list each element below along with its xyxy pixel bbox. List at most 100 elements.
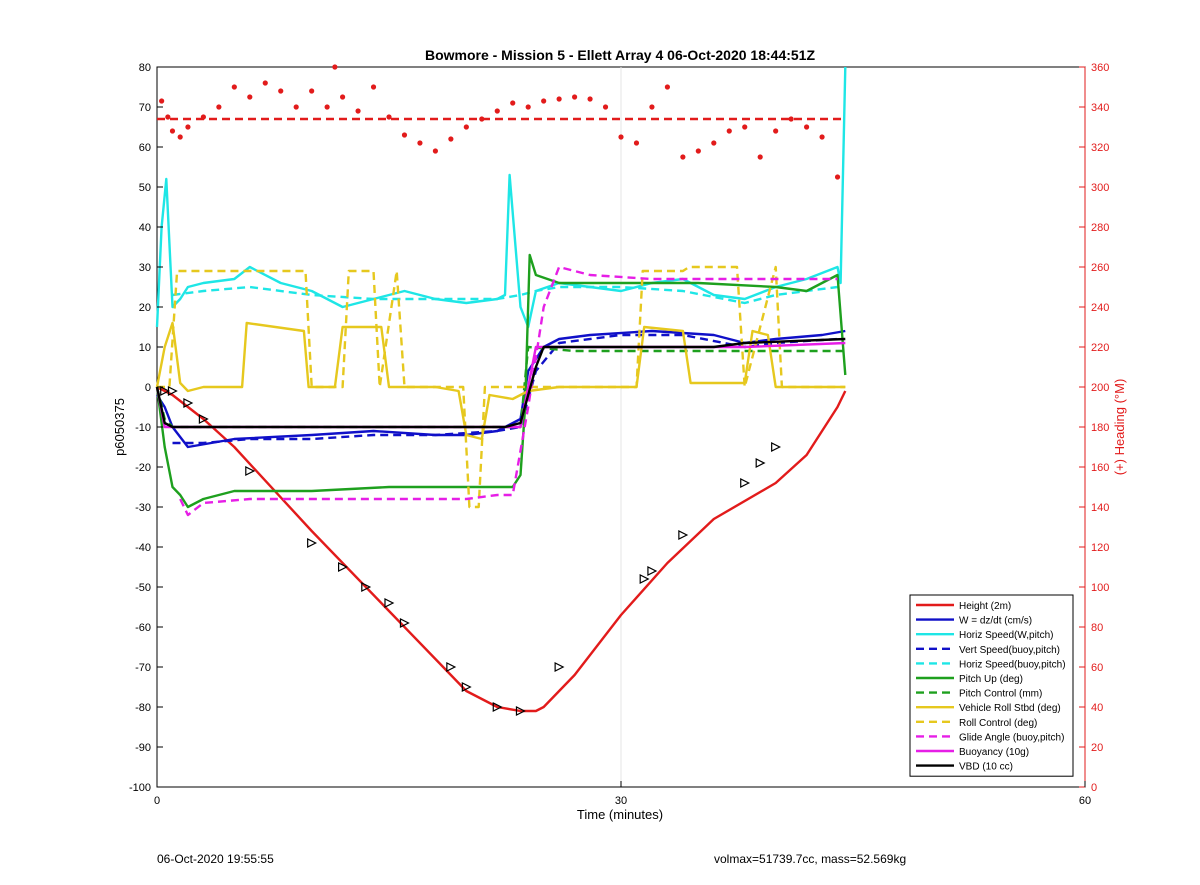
legend-label-9: Glide Angle (buoy,pitch) [959, 732, 1064, 743]
series-14-height-markers [160, 386, 782, 716]
heading-dot-25 [494, 108, 500, 114]
legend-label-10: Buoyancy (10g) [959, 747, 1029, 758]
height-marker-12 [492, 702, 503, 712]
heading-dot-31 [587, 96, 593, 102]
heading-dot-26 [510, 100, 516, 106]
heading-dot-22 [448, 136, 454, 142]
heading-dot-21 [432, 148, 438, 154]
ytick-left-label-11: 10 [139, 342, 151, 354]
series-12-heading-dots [159, 64, 841, 180]
series-3-line [172, 333, 838, 445]
height-marker-10 [446, 662, 457, 672]
ytick-right-label-16: 320 [1091, 142, 1109, 154]
heading-dot-0 [159, 98, 165, 104]
height-marker-2 [183, 398, 194, 408]
legend-label-4: Horiz Speed(buoy,pitch) [959, 659, 1066, 670]
ytick-left-label-18: 80 [139, 62, 151, 74]
xtick-label-0: 0 [154, 795, 160, 807]
xtick-label-2: 60 [1079, 795, 1091, 807]
ytick-left-label-9: -10 [135, 422, 151, 434]
heading-dot-44 [788, 116, 794, 122]
ytick-right-label-15: 300 [1091, 182, 1109, 194]
series-10-line [155, 341, 846, 429]
height-marker-1 [167, 386, 178, 396]
ytick-right-label-10: 200 [1091, 382, 1109, 394]
ytick-left-label-8: -20 [135, 462, 151, 474]
heading-dot-16 [355, 108, 361, 114]
ytick-left-label-4: -60 [135, 622, 151, 634]
heading-dot-2 [169, 128, 176, 134]
heading-dot-27 [525, 104, 531, 110]
y-axis-left-label: p6050375 [112, 398, 127, 456]
heading-dot-9 [262, 80, 268, 86]
heading-dot-33 [618, 134, 624, 140]
heading-dot-10 [278, 88, 284, 94]
heading-dot-46 [819, 134, 825, 140]
heading-dot-24 [479, 116, 485, 122]
series-7-line [155, 321, 846, 441]
ytick-right-label-7: 140 [1091, 502, 1109, 514]
ytick-left-label-1: -90 [135, 742, 151, 754]
legend-label-2: Horiz Speed(W,pitch) [959, 630, 1053, 641]
heading-dot-37 [680, 154, 686, 160]
heading-dot-14 [332, 64, 338, 70]
y-axis-right-label: (+) Heading (°M) [1112, 379, 1127, 476]
heading-dot-43 [773, 128, 779, 134]
heading-dot-35 [649, 104, 655, 110]
height-marker-17 [678, 530, 689, 540]
legend-label-5: Pitch Up (deg) [959, 674, 1023, 685]
height-marker-6 [338, 562, 348, 572]
ytick-right-label-14: 280 [1091, 222, 1109, 234]
right-axis: 0 20 40 60 80 100 120 140 160 180 200 220 240 260 280 3… [1079, 62, 1109, 794]
ytick-left-label-6: -40 [135, 542, 151, 554]
heading-dot-1 [165, 114, 171, 120]
height-marker-16 [647, 566, 658, 576]
ytick-left-label-14: 40 [139, 222, 151, 234]
ytick-left-label-7: -30 [135, 502, 151, 514]
footer-timestamp: 06-Oct-2020 19:55:55 [157, 852, 274, 866]
series-8-line [157, 265, 846, 509]
heading-dot-39 [711, 140, 717, 146]
heading-dot-6 [216, 104, 222, 110]
ytick-left-label-3: -70 [135, 662, 151, 674]
legend: Height (2m) W = dz/dt (cm/s) Horiz Speed(W… [909, 594, 1074, 777]
legend-label-0: Height (2m) [959, 601, 1011, 612]
series-11-line [155, 337, 846, 429]
height-marker-15 [639, 574, 650, 584]
heading-dot-32 [602, 104, 609, 110]
ytick-left-label-10: 0 [145, 382, 151, 394]
ytick-right-label-18: 360 [1091, 62, 1109, 74]
ytick-left-label-17: 70 [139, 102, 151, 114]
height-marker-8 [384, 598, 395, 608]
x-axis-label: Time (minutes) [577, 807, 663, 822]
heading-dot-15 [340, 94, 346, 100]
ytick-left-label-2: -80 [135, 702, 151, 714]
series-4-line [172, 285, 838, 305]
heading-dot-34 [633, 140, 640, 146]
height-marker-4 [245, 466, 256, 476]
ytick-right-label-4: 80 [1091, 622, 1103, 634]
ytick-left-label-16: 60 [139, 142, 151, 154]
ytick-left-label-15: 50 [139, 182, 151, 194]
heading-dot-29 [556, 96, 562, 102]
height-marker-11 [461, 682, 472, 692]
height-marker-19 [755, 458, 766, 468]
heading-dot-28 [541, 98, 547, 104]
heading-dot-45 [804, 124, 810, 130]
ytick-right-label-12: 240 [1091, 302, 1109, 314]
heading-dot-41 [742, 124, 748, 130]
series-5-line [155, 253, 847, 509]
ytick-right-label-5: 100 [1091, 582, 1109, 594]
heading-dot-42 [757, 154, 763, 160]
legend-label-3: Vert Speed(buoy,pitch) [959, 645, 1060, 656]
heading-dot-40 [726, 128, 732, 134]
series-layer [155, 64, 847, 716]
heading-dot-18 [386, 114, 392, 120]
ytick-left-label-13: 30 [139, 262, 151, 274]
heading-dot-13 [324, 104, 330, 110]
height-marker-14 [554, 662, 565, 672]
legend-label-1: W = dz/dt (cm/s) [959, 616, 1032, 627]
x-axis: 0 30 60 [154, 781, 1091, 807]
height-marker-18 [740, 478, 751, 488]
